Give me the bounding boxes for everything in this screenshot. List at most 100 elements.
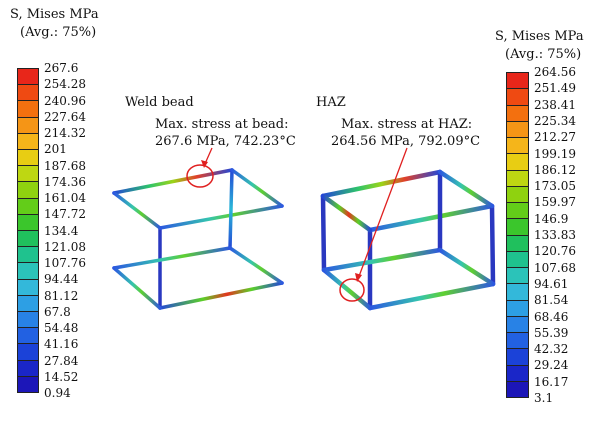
right-legend-swatch bbox=[507, 203, 528, 220]
weld-max-stress-circle bbox=[186, 164, 214, 188]
weld-edge-front-top bbox=[158, 204, 284, 230]
right-legend-swatch bbox=[507, 170, 528, 187]
right-legend-swatch bbox=[507, 333, 528, 350]
left-legend-swatch bbox=[18, 247, 38, 264]
left-color-bar bbox=[17, 68, 39, 393]
left-legend-tick-label: 227.64 bbox=[44, 109, 86, 124]
left-legend-tick-label: 201 bbox=[44, 142, 67, 157]
left-legend-tick-label: 41.16 bbox=[44, 337, 79, 352]
left-legend-swatch bbox=[18, 133, 38, 151]
weld-edge-front-bottom bbox=[158, 281, 284, 310]
haz-edge-front-bottom bbox=[367, 281, 496, 311]
right-legend-tick-label: 94.61 bbox=[534, 276, 569, 291]
weld-annotation-arrowhead bbox=[201, 160, 208, 168]
haz-annotation-arrow bbox=[357, 147, 408, 280]
haz-edge-back-left bbox=[320, 193, 327, 273]
left-legend-swatch bbox=[18, 117, 38, 134]
right-legend-tick-label: 42.32 bbox=[534, 342, 569, 357]
haz-edge-back-top bbox=[320, 169, 443, 199]
left-legend-tick-label: 147.72 bbox=[44, 207, 86, 222]
right-legend-tick-label: 159.97 bbox=[534, 195, 576, 210]
right-legend-swatch bbox=[507, 365, 528, 382]
left-legend-tick-label: 67.8 bbox=[44, 304, 71, 319]
right-legend-swatch bbox=[507, 105, 528, 122]
weld-edge-back-bottom bbox=[112, 246, 232, 270]
haz-edge-side-bottom-left bbox=[321, 267, 373, 311]
haz-edge-side-top-left bbox=[320, 193, 373, 233]
right-legend-swatch bbox=[507, 121, 528, 138]
weld-edge-side-bottom-left bbox=[112, 266, 162, 310]
haz-annotation-arrowhead bbox=[355, 273, 362, 282]
left-tick-labels: 267.6 254.28 240.96 227.64 214.32 201 187.68 17… bbox=[44, 62, 114, 399]
left-legend-title: S, Mises MPa (Avg.: 75%) bbox=[10, 6, 99, 42]
left-legend-swatch bbox=[18, 166, 38, 183]
weld-annotation-line1: Max. stress at bead: bbox=[155, 117, 289, 132]
left-legend-tick-label: 14.52 bbox=[44, 369, 79, 384]
right-legend-swatch bbox=[507, 154, 528, 171]
haz-edge-front-top bbox=[367, 203, 495, 233]
right-legend-tick-label: 29.24 bbox=[534, 358, 569, 373]
right-tick-labels: 264.56 251.49 238.41 225.34 212.27 199.19 186.… bbox=[534, 66, 598, 404]
left-legend-swatch bbox=[18, 69, 38, 86]
left-legend-tick-label: 214.32 bbox=[44, 126, 86, 140]
right-legend-swatch bbox=[507, 219, 528, 236]
right-legend-tick-label: 133.83 bbox=[534, 228, 576, 242]
left-legend-tick-label: 94.44 bbox=[44, 272, 79, 287]
right-legend-tick-label: 238.41 bbox=[534, 97, 576, 112]
right-legend-tick-label: 55.39 bbox=[534, 325, 569, 340]
left-legend-tick-label: 254.28 bbox=[44, 77, 86, 92]
right-legend-tick-label: 173.05 bbox=[534, 179, 576, 194]
right-legend-tick-label: 3.1 bbox=[534, 391, 554, 405]
left-legend-swatch bbox=[18, 295, 38, 313]
left-legend-swatch bbox=[18, 101, 38, 118]
right-legend-tick-label: 251.49 bbox=[534, 81, 576, 96]
haz-edge-back-bottom bbox=[321, 247, 443, 273]
left-legend-subtitle: (Avg.: 75%) bbox=[20, 25, 97, 40]
right-legend-swatch bbox=[507, 284, 528, 301]
left-legend-tick-label: 107.76 bbox=[44, 256, 86, 270]
weld-edge-back-top bbox=[112, 168, 234, 195]
haz-frame bbox=[320, 169, 496, 311]
left-legend-swatch bbox=[18, 376, 38, 393]
right-legend-swatch bbox=[507, 89, 528, 106]
left-legend-tick-label: 161.04 bbox=[44, 191, 86, 205]
haz-edge-front-right bbox=[489, 203, 496, 287]
left-legend-tick-label: 174.36 bbox=[44, 174, 86, 189]
right-legend-tick-label: 199.19 bbox=[534, 146, 576, 161]
weld-annotation-line2: 267.6 MPa, 742.23°C bbox=[155, 134, 296, 149]
haz-edge-side-bottom-right bbox=[437, 247, 496, 287]
haz-edge-side-top-right bbox=[437, 169, 495, 209]
haz-annotation-line1: Max. stress at HAZ: bbox=[341, 117, 473, 132]
left-legend-swatch bbox=[18, 312, 38, 329]
weld-edge-side-top-right bbox=[230, 168, 284, 208]
right-legend-tick-label: 16.17 bbox=[534, 374, 569, 389]
left-legend-swatch bbox=[18, 85, 38, 102]
left-legend-tick-label: 81.12 bbox=[44, 288, 79, 303]
left-legend-swatch bbox=[18, 328, 38, 345]
right-legend-swatch bbox=[507, 235, 528, 252]
right-legend-title-text: S, Mises MPa bbox=[495, 29, 584, 44]
right-legend-swatch bbox=[507, 186, 528, 203]
weld-bead-label: Weld bead bbox=[125, 95, 194, 110]
left-legend-swatch bbox=[18, 150, 38, 167]
left-legend-swatch bbox=[18, 279, 38, 296]
right-legend-swatch bbox=[507, 73, 528, 90]
left-legend-tick-label: 240.96 bbox=[44, 93, 86, 108]
weld-edge-back-right bbox=[228, 168, 234, 250]
right-legend-subtitle: (Avg.: 75%) bbox=[505, 47, 582, 62]
left-legend-swatch bbox=[18, 182, 38, 199]
left-legend-swatch bbox=[18, 344, 38, 361]
right-legend-swatch bbox=[507, 381, 528, 397]
left-legend-swatch bbox=[18, 198, 38, 215]
haz-annotation-line2: 264.56 MPa, 792.09°C bbox=[331, 134, 481, 149]
right-legend-tick-label: 68.46 bbox=[534, 309, 569, 324]
left-legend-swatch bbox=[18, 263, 38, 280]
left-legend-tick-label: 134.4 bbox=[44, 223, 79, 238]
left-legend-tick-label: 187.68 bbox=[44, 158, 86, 173]
right-legend-swatch bbox=[507, 300, 528, 317]
weld-bead-frame bbox=[112, 168, 284, 310]
weld-edge-side-top-left bbox=[112, 191, 162, 230]
left-legend-tick-label: 27.84 bbox=[44, 353, 79, 368]
left-legend-tick-label: 0.94 bbox=[44, 386, 71, 400]
